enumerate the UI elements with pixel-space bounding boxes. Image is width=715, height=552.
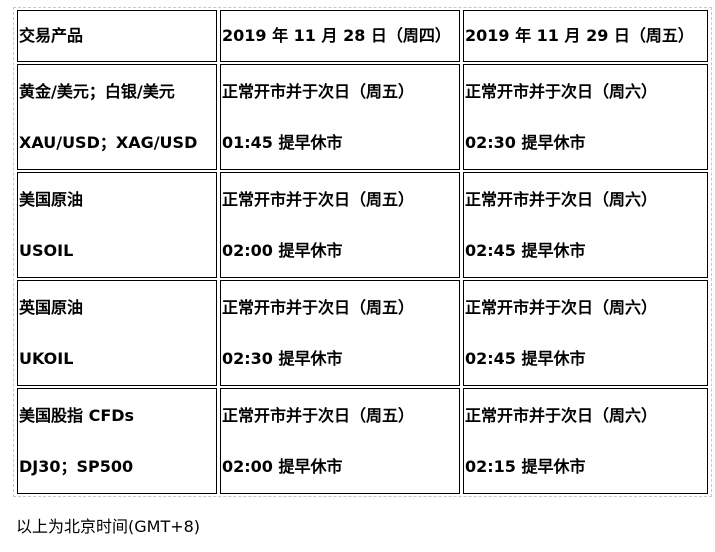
day1-close: 02:00 提早休市 <box>222 456 343 476</box>
product-cell: 黄金/美元；白银/美元 XAU/USD；XAG/USD <box>17 64 217 170</box>
day1-cell: 正常开市并于次日（周五） 02:00 提早休市 <box>220 172 460 278</box>
header-date-1: 2019 年 11 月 28 日（周四） <box>220 10 460 62</box>
product-cell: 美国股指 CFDs DJ30；SP500 <box>17 388 217 494</box>
table-row: 美国原油 USOIL 正常开市并于次日（周五） 02:00 提早休市 正常开市并于次… <box>17 172 708 278</box>
product-symbol: USOIL <box>19 240 74 260</box>
product-name: 美国原油 <box>19 189 84 209</box>
day1-close: 01:45 提早休市 <box>222 132 343 152</box>
day2-status: 正常开市并于次日（周六） <box>465 405 658 425</box>
table-row: 美国股指 CFDs DJ30；SP500 正常开市并于次日（周五） 02:00 提早… <box>17 388 708 494</box>
header-date-2: 2019 年 11 月 29 日（周五） <box>463 10 708 62</box>
table-row: 黄金/美元；白银/美元 XAU/USD；XAG/USD 正常开市并于次日（周五） 0… <box>17 64 708 170</box>
day1-cell: 正常开市并于次日（周五） 02:30 提早休市 <box>220 280 460 386</box>
product-name: 英国原油 <box>19 297 84 317</box>
product-symbol: UKOIL <box>19 348 74 368</box>
product-symbol: XAU/USD；XAG/USD <box>19 132 198 152</box>
day1-close: 02:00 提早休市 <box>222 240 343 260</box>
product-name: 黄金/美元；白银/美元 <box>19 81 175 101</box>
product-cell: 美国原油 USOIL <box>17 172 217 278</box>
day2-cell: 正常开市并于次日（周六） 02:15 提早休市 <box>463 388 708 494</box>
product-symbol: DJ30；SP500 <box>19 456 134 476</box>
day2-cell: 正常开市并于次日（周六） 02:45 提早休市 <box>463 280 708 386</box>
day2-close: 02:45 提早休市 <box>465 240 586 260</box>
table-row: 英国原油 UKOIL 正常开市并于次日（周五） 02:30 提早休市 正常开市并于次… <box>17 280 708 386</box>
timezone-note: 以上为北京时间(GMT+8) <box>16 517 201 536</box>
table-header-row: 交易产品 2019 年 11 月 28 日（周四） 2019 年 11 月 29… <box>17 10 708 62</box>
day2-close: 02:45 提早休市 <box>465 348 586 368</box>
day1-close: 02:30 提早休市 <box>222 348 343 368</box>
day2-cell: 正常开市并于次日（周六） 02:30 提早休市 <box>463 64 708 170</box>
day1-status: 正常开市并于次日（周五） <box>222 189 415 209</box>
day2-status: 正常开市并于次日（周六） <box>465 297 658 317</box>
header-product: 交易产品 <box>17 10 217 62</box>
day1-status: 正常开市并于次日（周五） <box>222 297 415 317</box>
product-cell: 英国原油 UKOIL <box>17 280 217 386</box>
day1-cell: 正常开市并于次日（周五） 01:45 提早休市 <box>220 64 460 170</box>
day2-close: 02:15 提早休市 <box>465 456 586 476</box>
day1-status: 正常开市并于次日（周五） <box>222 81 415 101</box>
product-name: 美国股指 CFDs <box>19 405 135 425</box>
day2-status: 正常开市并于次日（周六） <box>465 189 658 209</box>
day1-cell: 正常开市并于次日（周五） 02:00 提早休市 <box>220 388 460 494</box>
day2-cell: 正常开市并于次日（周六） 02:45 提早休市 <box>463 172 708 278</box>
day2-status: 正常开市并于次日（周六） <box>465 81 658 101</box>
holiday-schedule-table: 交易产品 2019 年 11 月 28 日（周四） 2019 年 11 月 29… <box>13 7 712 497</box>
day1-status: 正常开市并于次日（周五） <box>222 405 415 425</box>
day2-close: 02:30 提早休市 <box>465 132 586 152</box>
